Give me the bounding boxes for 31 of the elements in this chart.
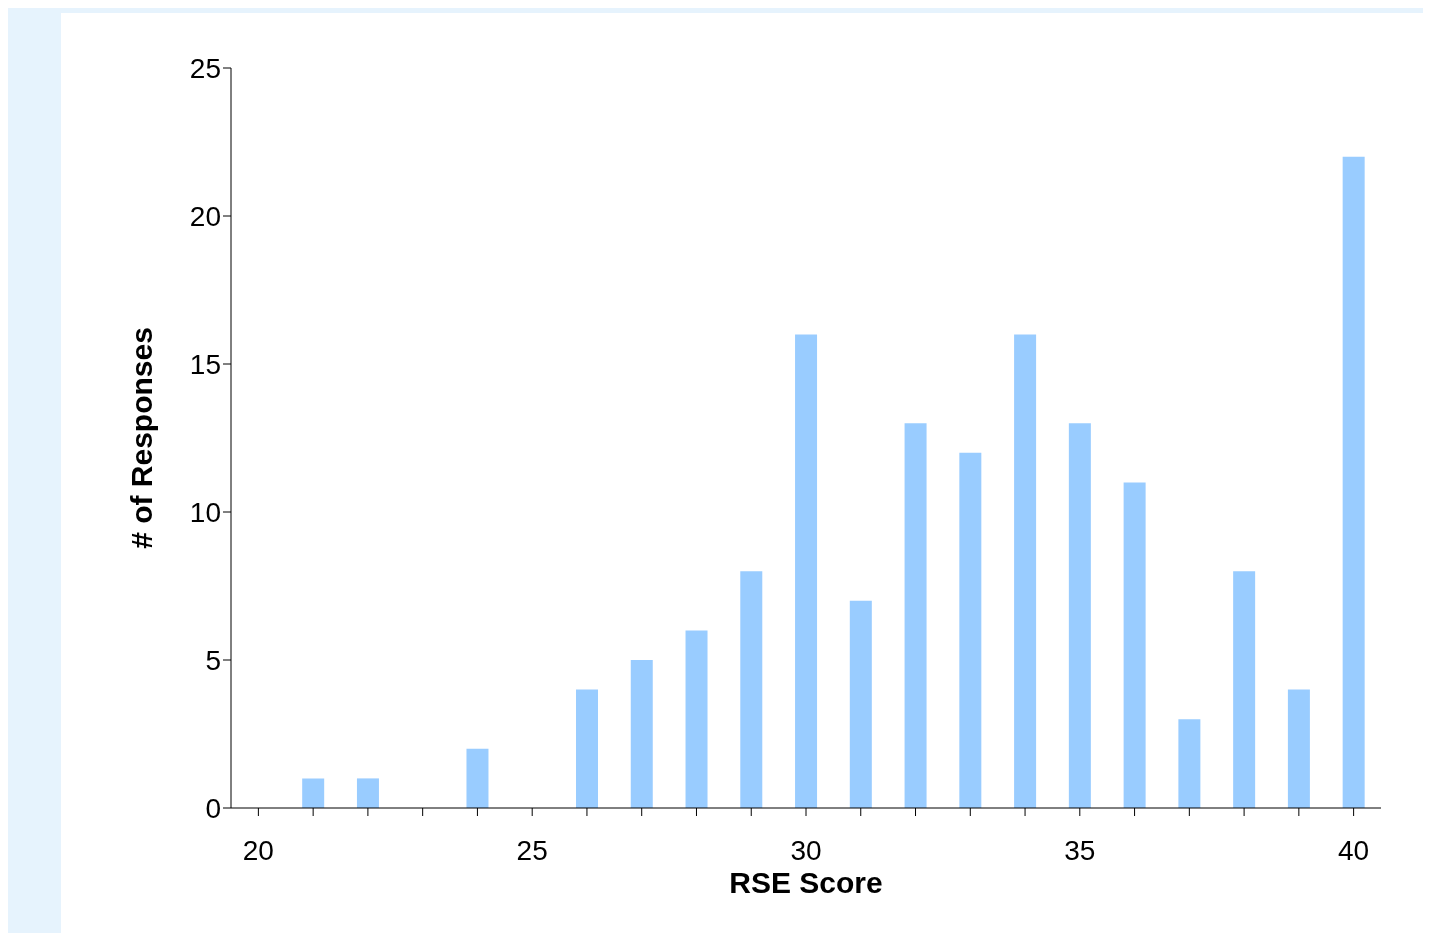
x-tick-label: 25 <box>516 834 548 866</box>
bar <box>740 571 763 808</box>
bar <box>466 748 489 808</box>
y-tick-label: 10 <box>189 496 221 528</box>
bar <box>302 778 325 808</box>
bar <box>1178 719 1201 808</box>
bar <box>1342 156 1365 808</box>
y-axis-title: # of Responses <box>124 327 158 549</box>
bar <box>1014 334 1037 808</box>
y-tick-label: 15 <box>189 348 221 380</box>
y-tick-label: 25 <box>189 52 221 84</box>
bar <box>904 423 927 808</box>
x-tick-label: 20 <box>242 834 274 866</box>
x-tick-label: 30 <box>790 834 822 866</box>
y-tick-label: 5 <box>205 644 221 676</box>
x-tick-label: 35 <box>1064 834 1096 866</box>
y-tick-label: 20 <box>189 200 221 232</box>
y-tick-label: 0 <box>205 792 221 824</box>
x-axis-title: RSE Score <box>729 866 883 899</box>
bar <box>1287 689 1310 808</box>
bar <box>795 334 818 808</box>
bar <box>630 660 653 808</box>
bar <box>1123 482 1146 808</box>
bar <box>356 778 379 808</box>
x-tick-label: 40 <box>1338 834 1370 866</box>
bar <box>685 630 708 808</box>
bar <box>849 600 872 808</box>
bar <box>1233 571 1256 808</box>
bar <box>1068 423 1091 808</box>
bar <box>576 689 598 808</box>
bar <box>959 452 982 808</box>
